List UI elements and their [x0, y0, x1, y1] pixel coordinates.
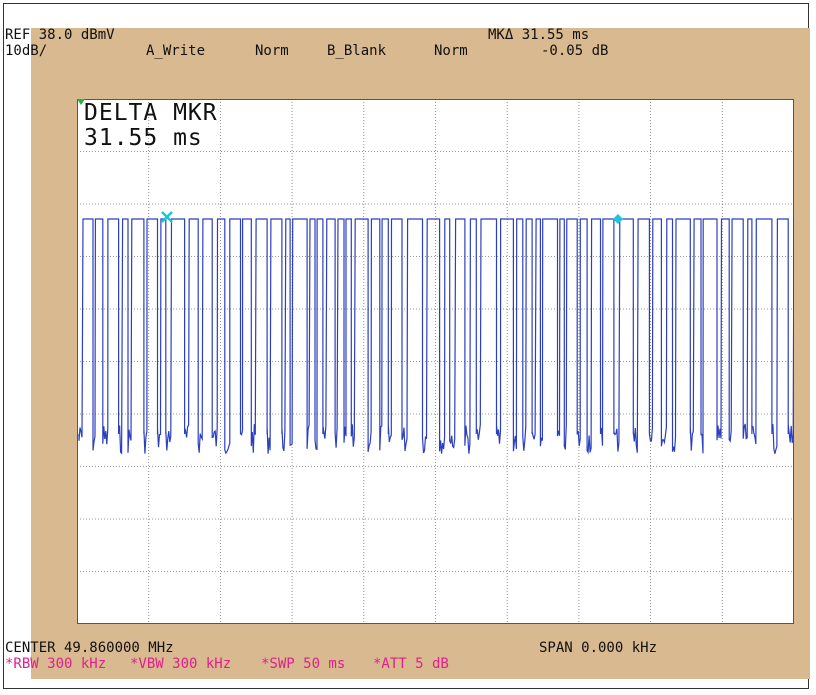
- center-frequency: CENTER 49.860000 MHz: [5, 640, 174, 656]
- marker-diamond-icon: [613, 214, 623, 224]
- trace-a-label: A_Write: [146, 43, 206, 59]
- marker-delta-level: -0.05 dB: [541, 43, 609, 59]
- analyzer-frame: REF 38.0 dBmV 10dB/ A_Write Norm B_Blank…: [3, 3, 810, 689]
- trace-display: [77, 99, 794, 624]
- signal-trace: [78, 218, 794, 455]
- marker-cross-icon: [161, 211, 173, 223]
- frequency-span: SPAN 0.000 kHz: [539, 640, 658, 656]
- sweep-time-setting: *SWP 50 ms: [261, 656, 346, 672]
- display-grid: [77, 99, 794, 624]
- trace-a-mode: Norm: [255, 43, 289, 59]
- trace-b-mode: Norm: [434, 43, 468, 59]
- marker-delta-time: MKΔ 31.55 ms: [488, 27, 590, 43]
- delta-marker-value: 31.55 ms: [84, 125, 203, 151]
- rbw-setting: *RBW 300 kHz: [5, 656, 107, 672]
- trace-b-label: B_Blank: [327, 43, 387, 59]
- delta-marker-title: DELTA MKR: [84, 100, 218, 126]
- ref-level: REF 38.0 dBmV: [5, 27, 115, 43]
- vbw-setting: *VBW 300 kHz: [130, 656, 232, 672]
- scale-per-div: 10dB/: [5, 43, 48, 59]
- attenuation-setting: *ATT 5 dB: [373, 656, 449, 672]
- reference-triangle-icon: [77, 99, 85, 105]
